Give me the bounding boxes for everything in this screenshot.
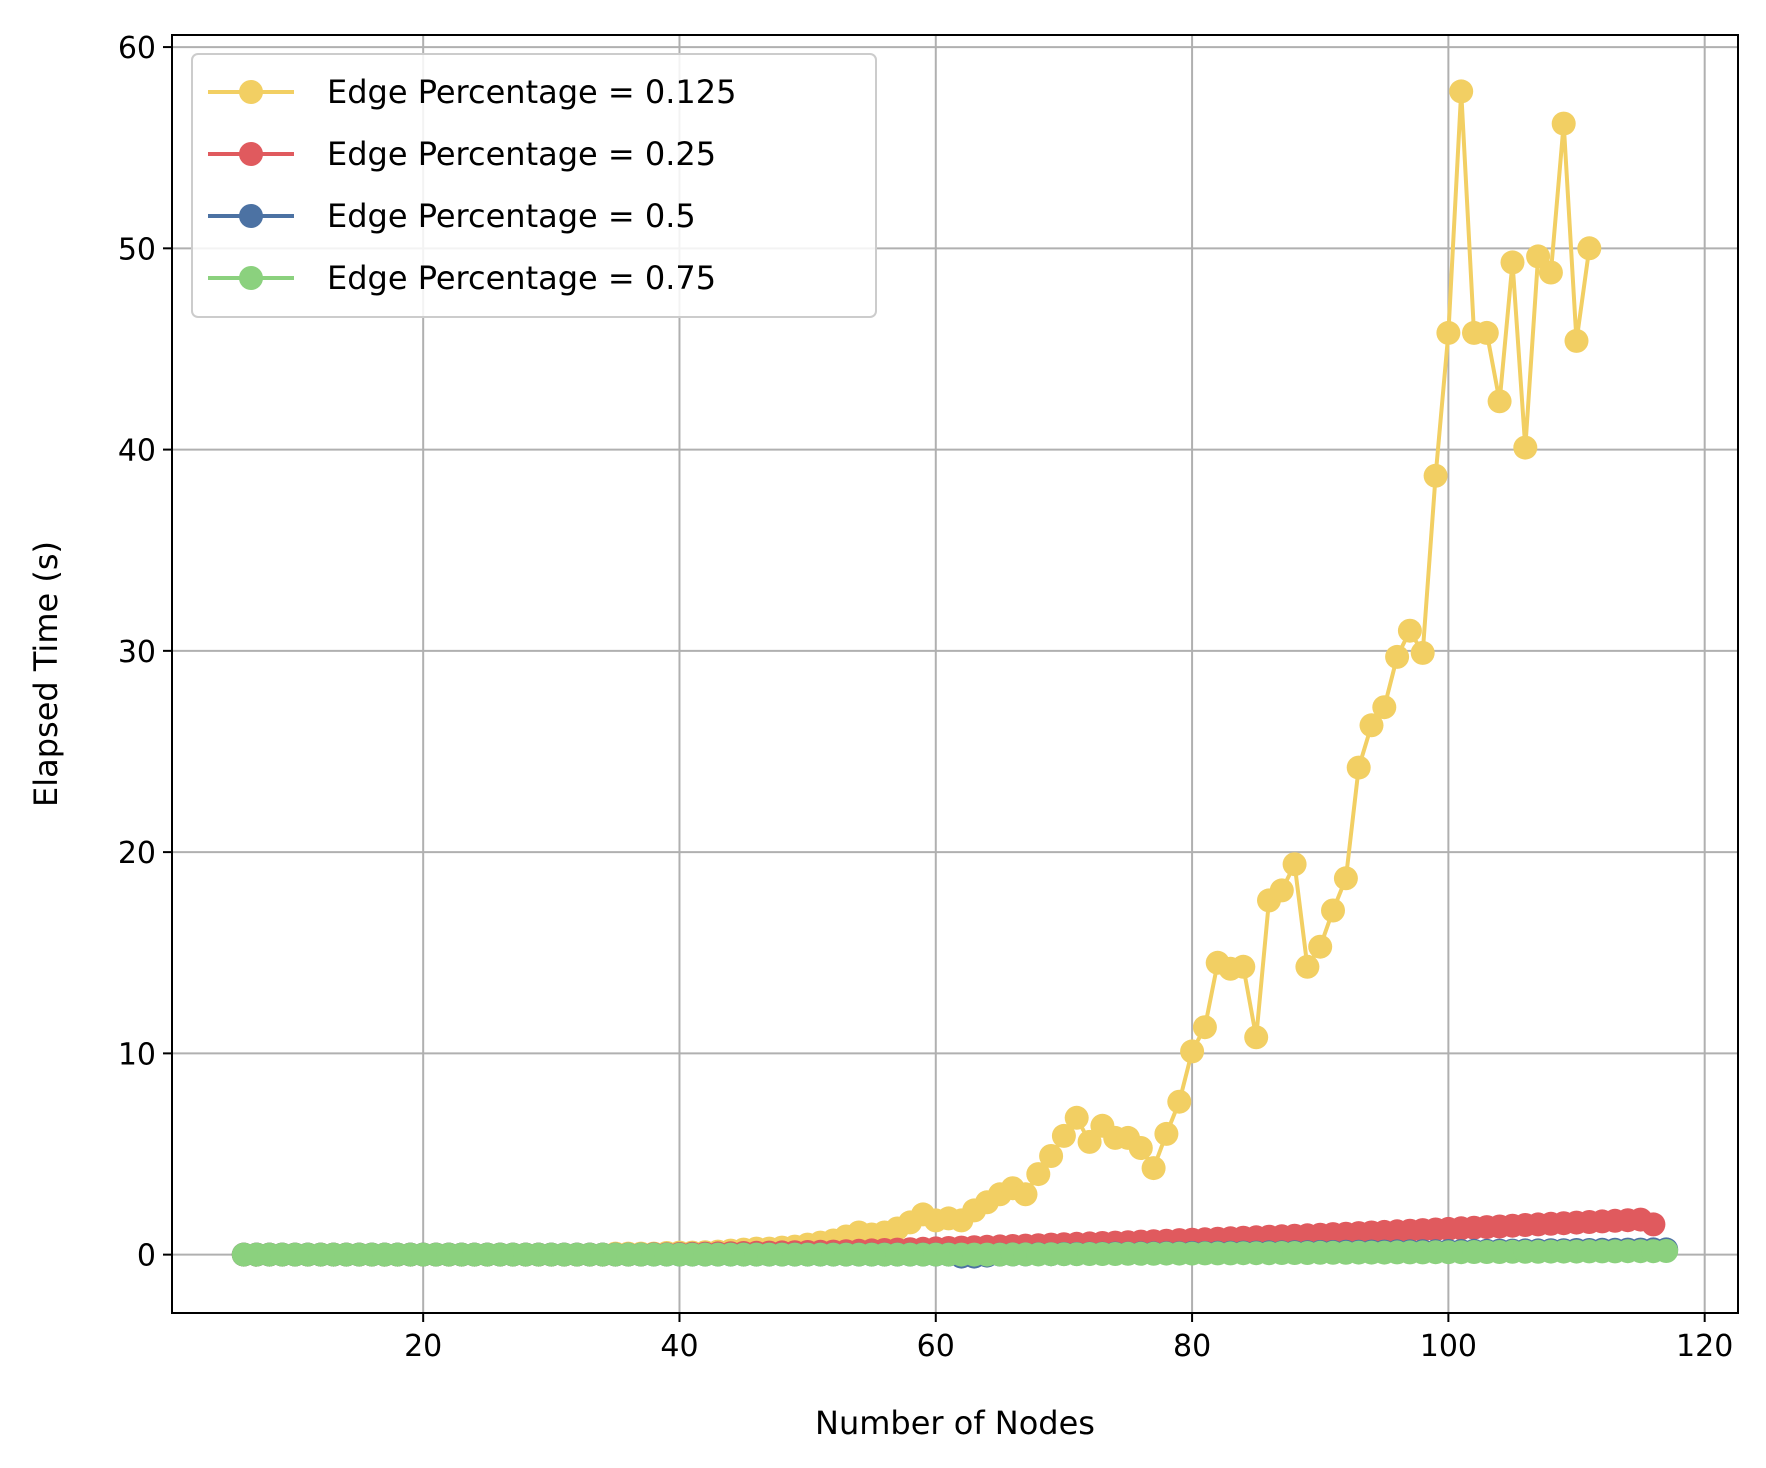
- data-point: [1167, 1089, 1192, 1114]
- legend-item: Edge Percentage = 0.25: [208, 135, 716, 173]
- legend-label: Edge Percentage = 0.5: [327, 197, 696, 235]
- data-point: [1308, 934, 1333, 959]
- legend-label: Edge Percentage = 0.125: [327, 73, 736, 111]
- legend-label: Edge Percentage = 0.75: [327, 259, 716, 297]
- x-tick-label: 40: [660, 1329, 698, 1364]
- data-point: [1141, 1156, 1166, 1181]
- series-layer: [231, 79, 1679, 1269]
- data-point: [1321, 898, 1345, 923]
- y-tick-label: 20: [118, 836, 156, 871]
- legend-swatch-marker: [239, 204, 263, 228]
- x-tick-label: 60: [917, 1329, 955, 1364]
- legend-label: Edge Percentage = 0.25: [327, 135, 716, 173]
- data-point: [1410, 640, 1435, 665]
- legend-box: [191, 53, 877, 318]
- data-point: [1026, 1162, 1051, 1187]
- data-point: [1487, 389, 1512, 414]
- y-tick-label: 30: [118, 635, 156, 670]
- legend-swatch-marker: [239, 142, 263, 166]
- x-tick-label: 80: [1173, 1329, 1211, 1364]
- legend-item: Edge Percentage = 0.75: [208, 259, 716, 297]
- data-point: [1051, 1123, 1076, 1148]
- legend-item: Edge Percentage = 0.5: [208, 197, 696, 235]
- data-point: [1333, 866, 1358, 891]
- data-point: [1282, 852, 1307, 877]
- legend: Edge Percentage = 0.125 Edge Percentage =…: [191, 53, 877, 318]
- data-point: [1500, 250, 1525, 275]
- data-point: [1577, 236, 1602, 261]
- data-point: [1513, 435, 1538, 460]
- y-axis-label: Elapsed Time (s): [27, 541, 65, 807]
- axis-ticks: 20 40 60 80 100 120 0 10 20 30 40 50 60: [118, 31, 1734, 1364]
- data-point: [1385, 644, 1410, 669]
- data-point: [1077, 1129, 1102, 1154]
- data-point: [1641, 1212, 1666, 1237]
- data-point: [1231, 954, 1256, 979]
- data-point: [1474, 320, 1499, 345]
- data-point: [1244, 1025, 1269, 1050]
- x-tick-label: 100: [1420, 1329, 1477, 1364]
- legend-swatch-marker: [239, 80, 263, 104]
- plot-frame: [171, 34, 1739, 1314]
- data-point: [1180, 1039, 1205, 1064]
- data-point: [1423, 463, 1448, 488]
- data-point: [1436, 320, 1461, 345]
- y-tick-label: 10: [118, 1037, 156, 1072]
- data-point: [1654, 1239, 1679, 1263]
- data-point: [1449, 79, 1474, 104]
- data-point: [1192, 1015, 1217, 1040]
- legend-swatch-marker: [239, 266, 263, 290]
- legend-item: Edge Percentage = 0.125: [208, 73, 736, 111]
- x-tick-label: 20: [404, 1329, 442, 1364]
- data-point: [1538, 260, 1563, 285]
- y-tick-label: 0: [137, 1239, 156, 1274]
- data-point: [1551, 111, 1576, 136]
- x-axis-label: Number of Nodes: [815, 1404, 1095, 1442]
- data-point: [1128, 1136, 1153, 1160]
- series-group: [231, 1239, 1679, 1267]
- grid-lines: [172, 35, 1738, 1313]
- data-point: [1397, 618, 1422, 643]
- data-point: [1013, 1182, 1038, 1207]
- data-point: [1359, 713, 1384, 738]
- data-point: [1154, 1121, 1179, 1146]
- x-tick-label: 120: [1676, 1329, 1733, 1364]
- data-point: [1295, 954, 1320, 979]
- data-point: [1564, 328, 1589, 353]
- y-tick-label: 40: [118, 434, 156, 469]
- data-point: [1064, 1105, 1089, 1130]
- data-point: [1372, 695, 1397, 720]
- data-point: [1269, 878, 1294, 903]
- data-point: [1346, 755, 1371, 780]
- y-tick-label: 60: [118, 31, 156, 66]
- data-point: [1526, 244, 1551, 269]
- data-point: [1039, 1144, 1064, 1168]
- y-tick-label: 50: [118, 232, 156, 267]
